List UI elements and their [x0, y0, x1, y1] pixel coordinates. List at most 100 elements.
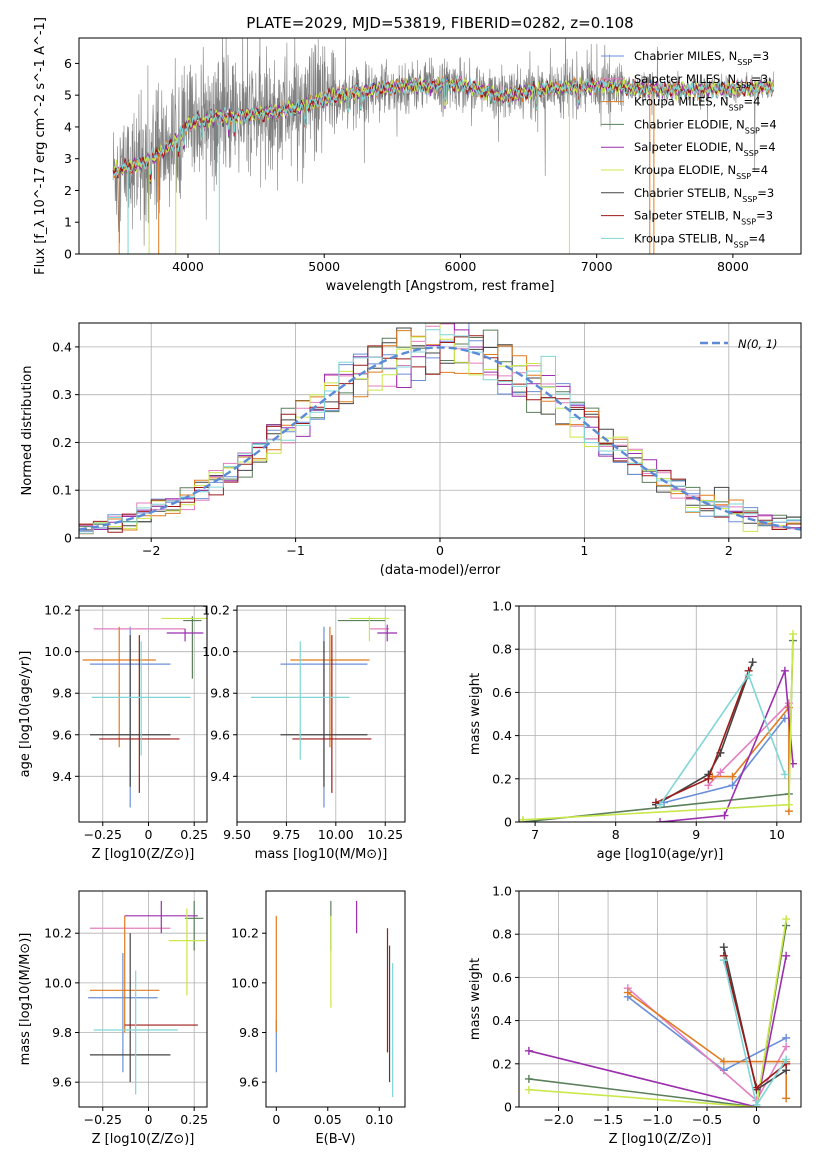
weight-marker [704, 774, 713, 783]
x-axis-label: E(B-V) [315, 1132, 355, 1147]
y-tick-label: 9.8 [52, 1025, 72, 1040]
legend-subscript: SSP [736, 172, 751, 181]
legend-subscript: SSP [736, 80, 751, 89]
axes-frame [78, 37, 802, 255]
x-tick-label: 0 [145, 827, 153, 842]
weight-marker [788, 630, 797, 639]
x-axis-label: Z [log10(Z/Z⊙)] [609, 1132, 712, 1147]
y-tick-label: 0.1 [52, 483, 72, 498]
axes-frame [518, 605, 802, 823]
y-tick-label: 10.0 [231, 975, 259, 990]
y-axis-label: mass weight [468, 673, 483, 755]
legend-suffix: =3 [751, 72, 768, 86]
x-axis-label: age [log10(age/yr)] [597, 847, 724, 862]
legend-subscript: SSP [729, 103, 744, 112]
x-axis-label: wavelength [Angstrom, rest frame] [326, 279, 555, 294]
y-tick-label: 9.8 [52, 686, 72, 701]
x-tick-label: 7 [531, 827, 539, 842]
age-vs-mass-panel: 9.50 9.75 10.00 10.25 9.4 9.6 9.8 10.0 10.2 mass … [202, 603, 406, 862]
plot-area [79, 323, 801, 535]
weight-marker [782, 915, 791, 924]
y-tick-label: 10.2 [44, 926, 72, 941]
x-tick-label: −2.0 [543, 1112, 573, 1127]
legend-subscript: SSP [734, 240, 749, 249]
legend-subscript: SSP [741, 217, 756, 226]
weight-marker [744, 671, 753, 680]
y-tick-label: 0 [504, 1100, 512, 1115]
x-tick-label: −1.5 [593, 1112, 623, 1127]
y-tick-label: 0.8 [492, 642, 512, 657]
x-axis-label: mass [log10(M/M⊙)] [255, 847, 388, 862]
x-tick-label: 0.25 [180, 827, 208, 842]
weight-marker [656, 800, 664, 809]
y-tick-label: 3 [64, 151, 72, 166]
weight-marker [524, 1085, 533, 1094]
x-tick-label: −0.25 [84, 827, 122, 842]
weight-marker [782, 1042, 791, 1051]
weight-marker [784, 800, 793, 809]
legend-suffix: =4 [751, 163, 768, 177]
age-vs-metallicity-panel: −0.25 0 0.25 9.4 9.6 9.8 10.0 10.2 Z [log10(Z/Z⊙… [18, 603, 208, 862]
legend-suffix: =3 [757, 186, 774, 200]
legend-label: Kroupa STELIB, NSSP=4 [634, 231, 765, 249]
y-tick-label: 10.0 [44, 644, 72, 659]
x-tick-label: 0 [752, 1112, 760, 1127]
weight-line [659, 670, 794, 822]
x-tick-label: 9 [692, 827, 700, 842]
weight-marker [748, 658, 757, 667]
x-tick-label: 7000 [581, 259, 613, 274]
x-tick-label: 5000 [308, 259, 340, 274]
y-tick-label: 9.4 [210, 769, 230, 784]
legend-subscript: SSP [745, 126, 760, 135]
y-tick-label: 1.0 [492, 884, 512, 899]
x-tick-label: 9.75 [272, 827, 300, 842]
y-tick-label: 0.3 [52, 387, 72, 402]
weight-marker [524, 1046, 533, 1055]
x-tick-label: 0.10 [365, 1112, 393, 1127]
y-axis-label: mass weight [468, 958, 483, 1040]
x-axis-label: Z [log10(Z/Z⊙)] [92, 1132, 195, 1147]
weight-marker [719, 1057, 728, 1066]
plot-area [524, 915, 791, 1107]
weight-marker [752, 1100, 761, 1107]
x-tick-label: 8 [612, 827, 620, 842]
weight-marker [623, 988, 632, 997]
legend-subscript: SSP [742, 194, 757, 203]
y-tick-label: 0 [64, 247, 72, 262]
weight-marker [519, 815, 528, 822]
x-tick-label: 0 [272, 1112, 280, 1127]
residual-histogram [79, 335, 801, 533]
x-tick-label: −0.5 [692, 1112, 722, 1127]
axes-frame [78, 890, 208, 1108]
legend-suffix: =4 [759, 140, 776, 154]
plot-area [275, 900, 394, 1098]
y-axis-label: Flux [f_λ 10^-17 erg cm^-2 s^-1 A^-1] [33, 17, 48, 275]
legend-gaussian-label: N(0, 1) [738, 337, 778, 351]
weight-marker [524, 1074, 533, 1083]
legend-label: Chabrier ELODIE, NSSP=4 [634, 117, 777, 135]
residuals-panel: −2 −1 0 1 2 0 0.1 0.2 0.3 0.4 (data-model)/error No… [20, 322, 802, 578]
y-tick-label: 4 [64, 119, 72, 134]
y-tick-label: 0.8 [492, 927, 512, 942]
residual-histogram [79, 329, 801, 534]
y-tick-label: 2 [64, 183, 72, 198]
axes-frame [78, 605, 208, 823]
y-tick-label: 0.2 [52, 435, 72, 450]
y-tick-label: 0 [504, 815, 512, 830]
weight-line [528, 955, 787, 1107]
x-tick-label: −2 [142, 543, 160, 558]
legend-label: Kroupa ELODIE, NSSP=4 [634, 163, 768, 181]
legend-label: Salpeter ELODIE, NSSP=4 [634, 140, 776, 158]
weight-line [528, 918, 787, 1107]
x-tick-label: −0.25 [84, 1112, 122, 1127]
x-axis-label: (data-model)/error [380, 563, 501, 578]
axes-frame [236, 605, 406, 823]
y-tick-label: 0.6 [492, 685, 512, 700]
legend-label: Salpeter STELIB, NSSP=3 [634, 209, 773, 227]
y-axis-label: age [log10(age/yr)] [18, 651, 33, 778]
weight-marker [716, 768, 725, 777]
spectrum-panel: 4000 5000 6000 7000 8000 0 1 2 3 4 5 6 wavelength [A… [33, 17, 802, 294]
weight-line [627, 991, 787, 1099]
y-tick-label: 0.2 [492, 771, 512, 786]
y-tick-label: 5 [64, 88, 72, 103]
